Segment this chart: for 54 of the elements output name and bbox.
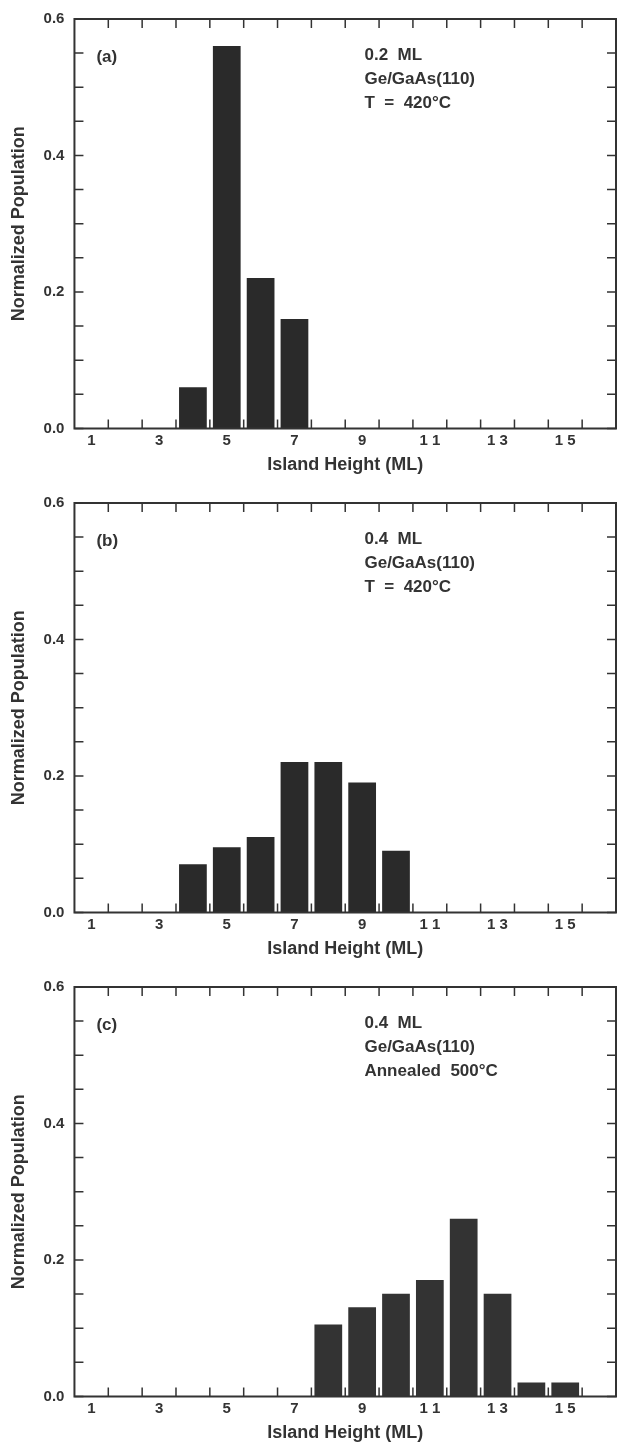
x-tick-label: 1 5 — [554, 430, 576, 448]
y-tick-label: 0.0 — [43, 1386, 65, 1404]
x-tick-label: 1 1 — [419, 430, 441, 448]
x-tick-label: 3 — [154, 1398, 164, 1416]
x-tick-label: 1 — [87, 914, 96, 932]
y-tick-label: 0.0 — [43, 418, 65, 436]
y-tick-label: 0.6 — [43, 977, 65, 995]
x-axis-title: Island Height (ML) — [267, 454, 424, 475]
annotation: T = 420°C — [364, 93, 452, 113]
annotation: T = 420°C — [364, 577, 452, 597]
x-tick-label: 9 — [357, 1398, 367, 1416]
x-axis-title: Island Height (ML) — [267, 938, 424, 959]
y-axis-title: Normalized Population — [7, 610, 28, 806]
y-tick-label: 0.2 — [43, 1250, 65, 1268]
annotation: 0.4 ML — [364, 529, 423, 549]
x-tick-label: 1 3 — [487, 914, 508, 932]
annotation: 0.4 ML — [364, 1013, 423, 1033]
annotation: Ge/GaAs(110) — [364, 69, 476, 89]
x-tick-label: 3 — [154, 914, 164, 932]
x-tick-label: 1 5 — [554, 1398, 576, 1416]
x-tick-label: 1 3 — [487, 430, 508, 448]
x-tick-label: 9 — [357, 914, 367, 932]
annotation: Ge/GaAs(110) — [364, 553, 476, 573]
y-tick-label: 0.4 — [43, 629, 66, 647]
x-tick-label: 1 — [87, 1398, 96, 1416]
annotation: Ge/GaAs(110) — [364, 1037, 476, 1057]
y-tick-label: 0.2 — [43, 282, 65, 300]
x-tick-label: 5 — [222, 1398, 231, 1416]
y-axis-title: Normalized Population — [7, 126, 28, 322]
x-tick-label: 1 1 — [419, 1398, 441, 1416]
annotation: (a) — [96, 47, 118, 67]
x-tick-label: 1 1 — [419, 914, 441, 932]
annotation: 0.2 ML — [364, 45, 423, 65]
y-tick-label: 0.4 — [43, 1113, 66, 1131]
annotation: (c) — [96, 1015, 118, 1035]
y-tick-label: 0.6 — [43, 9, 65, 27]
x-tick-label: 9 — [357, 430, 367, 448]
y-tick-label: 0.6 — [43, 493, 65, 511]
x-tick-label: 1 3 — [487, 1398, 508, 1416]
annotation: Annealed 500°C — [364, 1061, 498, 1081]
y-tick-label: 0.0 — [43, 902, 65, 920]
x-tick-label: 5 — [222, 914, 231, 932]
x-axis-title: Island Height (ML) — [267, 1422, 424, 1443]
x-tick-label: 1 5 — [554, 914, 576, 932]
y-tick-label: 0.4 — [43, 145, 66, 163]
x-tick-label: 7 — [290, 430, 299, 448]
x-tick-label: 5 — [222, 430, 231, 448]
y-tick-label: 0.2 — [43, 766, 65, 784]
x-tick-label: 1 — [87, 430, 96, 448]
annotation: (b) — [96, 531, 119, 551]
x-tick-label: 7 — [290, 914, 299, 932]
x-tick-label: 3 — [154, 430, 164, 448]
x-tick-label: 7 — [290, 1398, 299, 1416]
y-axis-title: Normalized Population — [7, 1094, 28, 1290]
